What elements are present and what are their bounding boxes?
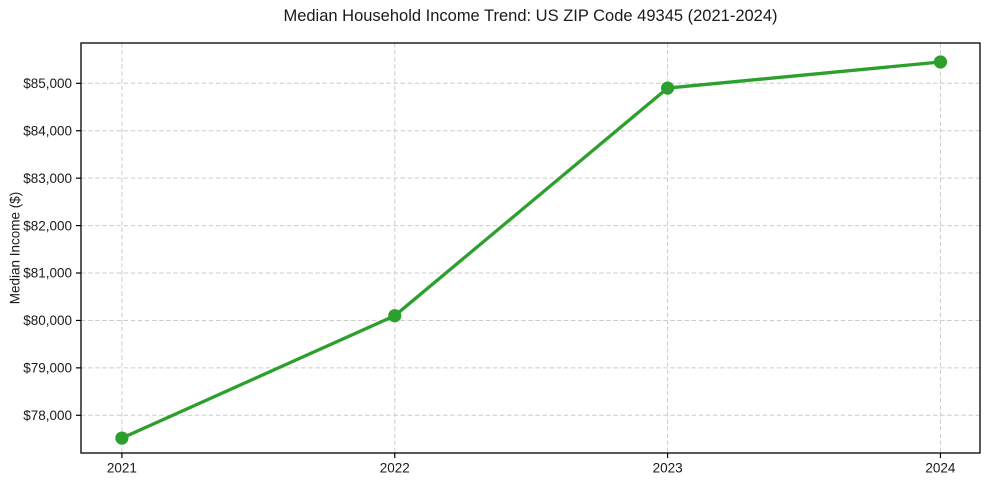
data-point bbox=[661, 81, 675, 95]
chart-title: Median Household Income Trend: US ZIP Co… bbox=[283, 7, 778, 25]
x-tick-label: 2024 bbox=[925, 461, 956, 476]
data-line bbox=[120, 60, 943, 440]
x-tick-label: 2023 bbox=[653, 461, 683, 476]
y-tick-label: $78,000 bbox=[23, 408, 72, 423]
y-tick-label: $85,000 bbox=[23, 76, 72, 91]
y-tick-label: $83,000 bbox=[23, 171, 72, 186]
y-tick-label: $81,000 bbox=[23, 266, 72, 281]
y-tick-label: $79,000 bbox=[23, 361, 72, 376]
y-tick-label: $82,000 bbox=[23, 218, 72, 233]
data-point bbox=[933, 55, 948, 69]
x-tick-label: 2021 bbox=[107, 461, 137, 476]
data-point bbox=[388, 309, 402, 323]
x-tick-label: 2022 bbox=[380, 461, 410, 476]
data-point bbox=[115, 431, 129, 445]
y-tick-label: $84,000 bbox=[23, 123, 72, 138]
y-tick-label: $80,000 bbox=[23, 313, 72, 328]
plot-border bbox=[80, 42, 981, 454]
